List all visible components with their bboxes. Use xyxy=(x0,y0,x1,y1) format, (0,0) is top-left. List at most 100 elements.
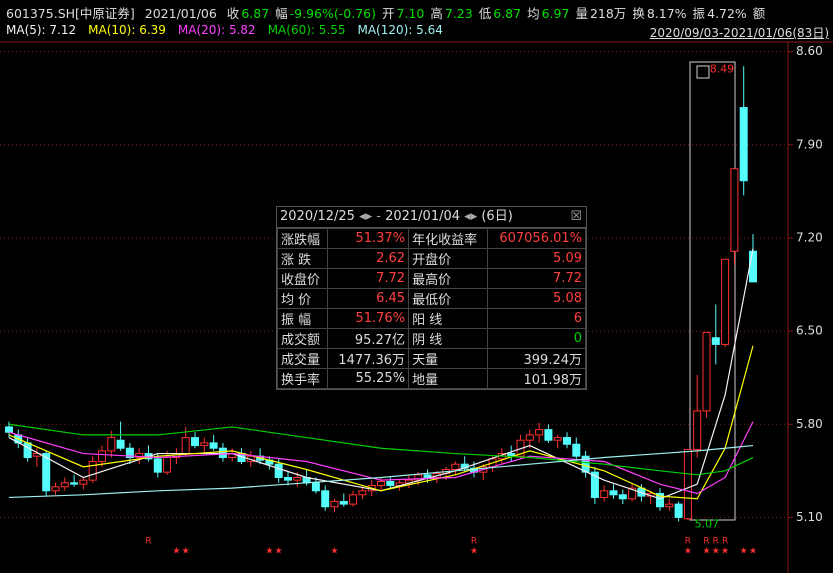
candle-body xyxy=(683,449,692,520)
candle-body xyxy=(321,490,330,508)
candle-body xyxy=(153,458,162,473)
candle-body xyxy=(181,437,190,455)
signal-r: R xyxy=(722,537,728,547)
panel-value: 51.76% xyxy=(327,308,410,329)
signal-star: ★ xyxy=(330,547,338,557)
candle-body xyxy=(377,480,385,486)
candle-body xyxy=(125,447,134,459)
candle-body xyxy=(23,442,32,459)
ma-line xyxy=(8,444,754,499)
panel-value: 607056.01% xyxy=(486,228,587,249)
candle-body xyxy=(284,476,292,481)
legend-entry: MA(20): 5.82 xyxy=(177,23,256,37)
panel-value: 101.98万 xyxy=(486,368,587,389)
panel-label: 阳 线 xyxy=(408,308,488,329)
panel-label: 收盘价 xyxy=(276,268,329,289)
y-tick-label: 7.20 xyxy=(796,230,823,244)
panel-label: 换手率 xyxy=(276,368,329,389)
panel-label: 天量 xyxy=(408,348,488,369)
header-value: 4.72% xyxy=(707,6,747,21)
panel-title: 2020/12/25 ◂▸ - 2021/01/04 ◂▸ (6日) ☒ xyxy=(277,207,586,228)
ma-legend: MA(5): 7.12 MA(10): 6.39 MA(20): 5.82 MA(60… xyxy=(6,23,455,37)
candle-body xyxy=(293,476,302,481)
panel-value: 95.27亿 xyxy=(327,328,410,349)
close-button[interactable]: ☒ xyxy=(570,209,582,224)
candle-body xyxy=(553,437,562,441)
candle-body xyxy=(674,503,683,518)
signal-star: ★ xyxy=(702,547,710,557)
signal-star: ★ xyxy=(712,547,720,557)
legend-entry: MA(10): 6.39 xyxy=(88,23,166,37)
y-tick-label: 6.50 xyxy=(796,324,823,338)
panel-label: 均 价 xyxy=(276,288,329,309)
ma-line xyxy=(8,345,754,500)
header-label: 高 xyxy=(430,6,443,21)
candle-body xyxy=(339,500,348,505)
panel-label: 开盘价 xyxy=(408,248,488,269)
signal-star: ★ xyxy=(172,547,180,557)
selection-icon xyxy=(696,65,710,79)
panel-row: 收盘价 7.72 最高价 7.72 xyxy=(276,268,587,289)
y-tick-label: 7.90 xyxy=(796,137,823,151)
candle-body xyxy=(79,479,88,485)
candle-body xyxy=(581,455,590,473)
candle-body xyxy=(88,461,97,481)
panel-value: 7.72 xyxy=(486,268,587,289)
start-date: 2020/12/25 xyxy=(280,209,355,224)
header-value: 6.87 xyxy=(241,6,270,21)
candle-body xyxy=(749,250,757,283)
candle-body xyxy=(618,494,627,500)
header-label: 低 xyxy=(478,6,492,21)
legend-entry: MA(5): 7.12 xyxy=(6,23,77,37)
header-label: 开 xyxy=(382,6,395,21)
legend-entry: MA(60): 5.55 xyxy=(267,23,346,37)
signal-r: R xyxy=(713,537,719,547)
panel-value: 5.09 xyxy=(486,248,587,269)
panel-value: 6.45 xyxy=(327,288,410,309)
panel-label: 地量 xyxy=(408,368,488,389)
panel-value: 0 xyxy=(486,328,587,349)
header-value: 6.97 xyxy=(541,6,570,21)
panel-value: 5.08 xyxy=(486,288,587,309)
y-tick-label: 5.80 xyxy=(796,417,823,431)
signal-star: ★ xyxy=(684,547,692,557)
candle-body xyxy=(702,331,711,412)
candle-body xyxy=(218,447,227,459)
panel-row: 成交量 1477.36万 天量 399.24万 xyxy=(276,348,587,369)
candle-body xyxy=(116,439,125,449)
panel-label: 成交量 xyxy=(276,348,329,369)
days: (6日) xyxy=(481,209,513,224)
candle-body xyxy=(330,500,339,508)
panel-value: 399.24万 xyxy=(486,348,587,369)
y-tick-label: 5.10 xyxy=(796,510,823,524)
signal-star: ★ xyxy=(740,547,748,557)
panel-row: 涨跌幅 51.37% 年化收益率 607056.01% xyxy=(276,228,587,249)
header-value: 7.23 xyxy=(444,6,473,21)
stock-code: 601375.SH[中原证券] xyxy=(6,6,135,21)
candle-body xyxy=(656,492,664,508)
header: 601375.SH[中原证券] 2021/01/06 收 6.87 幅 -9.96%(… xyxy=(6,3,771,22)
signal-star: ★ xyxy=(265,547,273,557)
candle-body xyxy=(5,426,13,433)
header-value: 8.17% xyxy=(646,6,687,21)
candle-body xyxy=(70,482,79,485)
ma-line xyxy=(8,421,754,495)
header-label: 均 xyxy=(527,6,540,21)
signal-r: R xyxy=(685,537,691,547)
candle-body xyxy=(42,453,51,492)
candle-body xyxy=(191,437,199,447)
candle-body xyxy=(98,450,106,463)
candle-body xyxy=(525,434,534,441)
candle-body xyxy=(711,337,720,345)
signal-r: R xyxy=(703,537,709,547)
panel-label: 年化收益率 xyxy=(408,228,488,249)
panel-value: 55.25% xyxy=(327,368,410,389)
panel-label: 最高价 xyxy=(408,268,488,289)
panel-label: 振 幅 xyxy=(276,308,329,329)
candle-body xyxy=(163,457,172,473)
candle-body xyxy=(311,482,320,492)
candle-body xyxy=(730,168,739,252)
candle-body xyxy=(51,486,60,492)
